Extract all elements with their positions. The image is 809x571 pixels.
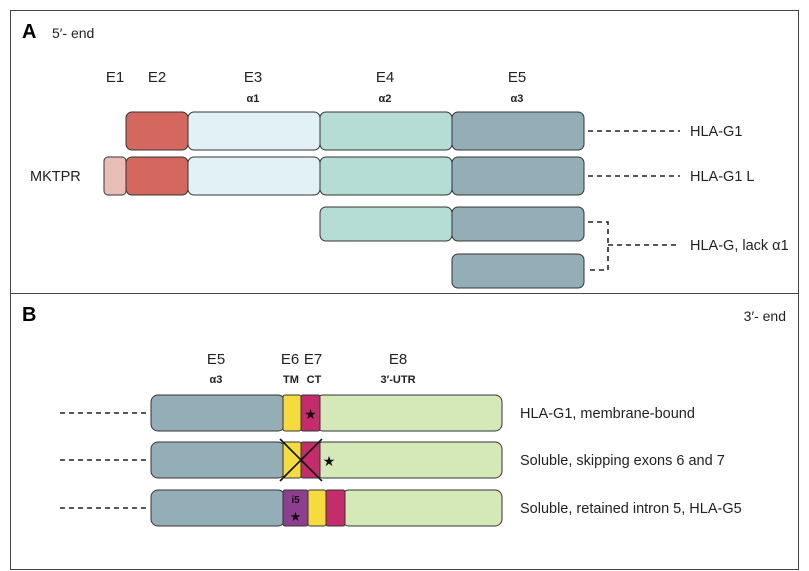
domain-label-3utr: 3′-UTR (380, 374, 415, 386)
exon-e4-block (319, 156, 453, 196)
exon-e6-block (307, 489, 327, 527)
exon-e5-block (150, 394, 286, 432)
exon-header-e4: E4 (376, 69, 394, 86)
exon-e5-block (451, 156, 585, 196)
exon-e2-block (125, 156, 189, 196)
exon-header-e6: E6 (281, 351, 299, 368)
exon-header-e5: E5 (508, 69, 526, 86)
exon-header-e8: E8 (389, 351, 407, 368)
isoform-label: HLA-G, lack α1 (690, 238, 789, 254)
exon-e7-block (300, 394, 321, 432)
isoform-row-hla-g-lack-alpha1: HLA-G, lack α1 (319, 206, 789, 289)
exon-e3-block (187, 111, 321, 151)
isoform-label: HLA-G1, membrane-bound (520, 406, 695, 422)
exon-e8-block (315, 441, 503, 479)
exon-e3-block (187, 156, 321, 196)
exon-e5-block (451, 253, 585, 289)
exon-e7-block (325, 489, 346, 527)
exon-header-e5: E5 (207, 351, 225, 368)
panel-b-frame (10, 293, 799, 570)
star-icon: ★ (323, 453, 336, 469)
isoform-row-skipping-exons: ★ Soluble, skipping exons 6 and 7 (60, 438, 725, 482)
isoform-row-hla-g1-l: MKTPR HLA-G1 L (30, 156, 754, 196)
exon-e1-block (103, 156, 127, 196)
exon-e5-block (150, 489, 286, 527)
exon-header-e1: E1 (106, 69, 124, 86)
isoform-label: HLA-G1 (690, 124, 742, 140)
bracket-connector (588, 221, 609, 271)
domain-label-alpha3: α3 (210, 374, 223, 386)
panel-a-frame (10, 10, 799, 294)
domain-label-alpha2: α2 (379, 93, 392, 105)
exon-e8-block (315, 394, 503, 432)
cross-out-mark (279, 438, 323, 482)
intron-5-label: i5 (291, 495, 300, 506)
exon-e4-block (319, 111, 453, 151)
isoform-row-hla-g1: HLA-G1 (125, 111, 742, 151)
panel-a-end-label: 5′- end (52, 25, 94, 41)
exon-e6-block (282, 394, 302, 432)
isoform-row-retained-intron: i5 ★ Soluble, retained intron 5, HLA-G5 (60, 489, 742, 527)
leader-peptide-label: MKTPR (30, 169, 81, 185)
star-icon: ★ (304, 406, 317, 422)
panel-a-letter: A (22, 21, 36, 43)
exon-e8-block (341, 489, 503, 527)
exon-e2-block (125, 111, 189, 151)
isoform-row-membrane-bound: ★ HLA-G1, membrane-bound (60, 394, 695, 432)
exon-e4-block (319, 206, 453, 242)
exon-e6-block (282, 441, 302, 479)
star-icon: ★ (290, 509, 302, 524)
exon-e5-block (451, 111, 585, 151)
domain-label-tm: TM (283, 374, 299, 386)
exon-header-e3: E3 (244, 69, 262, 86)
domain-label-alpha3: α3 (511, 93, 524, 105)
domain-label-alpha1: α1 (247, 93, 260, 105)
exon-e5-block (150, 441, 286, 479)
isoform-label: Soluble, retained intron 5, HLA-G5 (520, 501, 742, 517)
isoform-label: HLA-G1 L (690, 169, 754, 185)
exon-header-e7: E7 (304, 351, 322, 368)
panel-b-letter: B (22, 304, 36, 326)
isoform-label: Soluble, skipping exons 6 and 7 (520, 453, 725, 469)
exon-e5-block (451, 206, 585, 242)
panel-b-end-label: 3′- end (744, 308, 786, 324)
domain-label-ct: CT (307, 374, 322, 386)
exon-e7-block (300, 441, 321, 479)
exon-header-e2: E2 (148, 69, 166, 86)
